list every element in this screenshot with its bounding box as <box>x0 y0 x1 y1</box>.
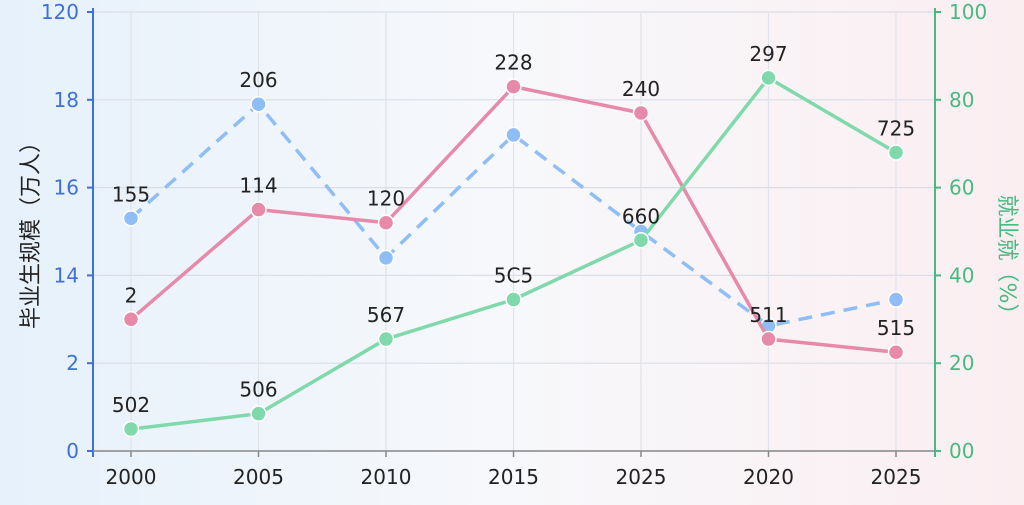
grid <box>93 11 935 452</box>
data-point <box>505 78 522 95</box>
left-tick-label: 120 <box>41 0 79 24</box>
right-tick-label: 80 <box>949 88 974 112</box>
data-point <box>505 291 522 308</box>
data-point <box>505 126 522 144</box>
left-tick-label: 14 <box>54 263 79 287</box>
x-tick-label: 2010 <box>361 465 412 489</box>
x-tick-label: 2020 <box>743 465 794 489</box>
data-point <box>122 420 140 438</box>
data-label: 206 <box>239 68 277 92</box>
x-tick-label: 2015 <box>488 465 539 489</box>
data-label: 511 <box>749 303 787 327</box>
x-tick-label: 2025 <box>616 465 667 489</box>
data-label: 240 <box>622 77 660 101</box>
left-tick-label: 0 <box>66 439 79 463</box>
x-tick-label: 2000 <box>106 465 157 489</box>
data-point <box>887 343 905 361</box>
right-tick-label: 100 <box>949 0 987 24</box>
x-tick-label: 2025 <box>871 465 922 489</box>
data-point <box>632 232 650 249</box>
data-point <box>250 95 267 113</box>
data-point <box>760 330 777 348</box>
data-point <box>887 144 905 161</box>
right-axis-title: 就业就（%） <box>994 195 1019 326</box>
left-tick-label: 18 <box>54 88 79 112</box>
data-point <box>632 104 650 122</box>
left-tick-label: 2 <box>66 351 79 375</box>
data-point <box>250 201 267 218</box>
data-label: 660 <box>622 204 660 228</box>
data-point <box>377 330 395 348</box>
data-label: 120 <box>367 187 405 211</box>
data-point <box>250 405 267 422</box>
axes: 0 2 14 16 18 120 00 20 40 60 80 100 2000 2005 2010 2015… <box>41 0 987 489</box>
data-label: 506 <box>239 378 277 402</box>
data-label: 515 <box>877 316 915 340</box>
data-label: 5C5 <box>494 264 533 288</box>
data-label: 567 <box>367 303 405 327</box>
right-tick-label: 20 <box>949 351 974 375</box>
left-axis-title: 毕业生规模（万人） <box>19 131 44 329</box>
left-tick-label: 16 <box>54 176 79 200</box>
x-tick-label: 2005 <box>233 465 284 489</box>
data-point <box>122 311 140 328</box>
right-tick-label: 60 <box>949 176 974 200</box>
data-label: 228 <box>494 51 532 75</box>
right-tick-label: 40 <box>949 263 974 287</box>
data-label: 114 <box>239 174 277 198</box>
right-tick-label: 00 <box>949 439 974 463</box>
data-label: 2 <box>125 283 138 307</box>
data-label: 155 <box>112 182 150 206</box>
data-label: 297 <box>749 42 787 66</box>
data-label: 502 <box>112 393 150 417</box>
data-label: 725 <box>877 116 915 140</box>
data-point <box>887 291 905 308</box>
data-point <box>760 69 777 87</box>
series-layer <box>122 69 905 438</box>
data-point <box>377 214 395 231</box>
data-point <box>377 249 395 267</box>
labels-layer: 155 206 2 114 120 228 240 511 515 502 506 567 5C5 660… <box>112 42 915 417</box>
data-point <box>122 210 140 227</box>
